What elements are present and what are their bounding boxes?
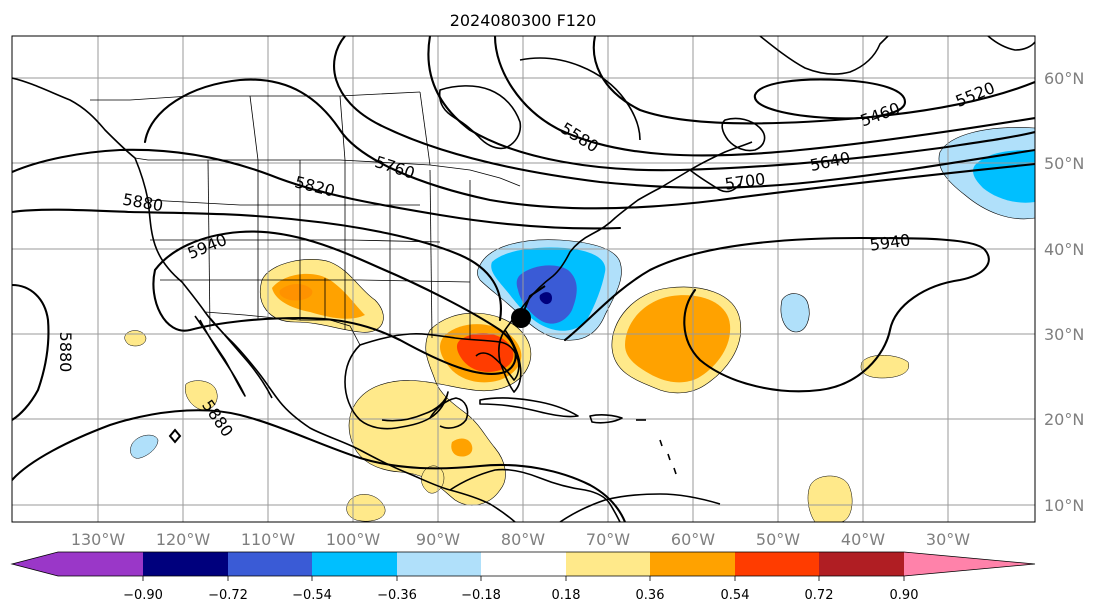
colorbar-over-arrow (904, 552, 1035, 576)
storm-marker (511, 285, 546, 328)
contour-5940-atlantic (563, 236, 990, 393)
map-title: 2024080300 F120 (450, 11, 597, 30)
lon-label: 40°W (841, 530, 885, 549)
lon-label: 110°W (241, 530, 296, 549)
colorbar-tick-label: −0.54 (292, 588, 332, 603)
colorbar-segment (819, 552, 904, 576)
lat-label: 60°N (1044, 69, 1084, 88)
lat-label: 50°N (1044, 154, 1084, 173)
contour-5940 (152, 230, 517, 375)
contour-5760 (143, 78, 1035, 210)
lon-label: 90°W (416, 530, 460, 549)
map-frame (11, 35, 1036, 523)
lat-label: 40°N (1044, 240, 1084, 259)
lon-label: 120°W (156, 530, 211, 549)
contour-5880-south (12, 409, 627, 522)
island-marker (168, 428, 182, 444)
colorbar-tick-label: 0.90 (890, 588, 919, 603)
colorbar-segment (58, 552, 143, 576)
colorbar: −0.90 −0.72 −0.54 −0.36 −0.18 0.18 0.36 … (10, 551, 1036, 603)
colorbar-segment (481, 552, 566, 576)
lon-label: 100°W (326, 530, 381, 549)
lon-label: 80°W (501, 530, 545, 549)
map-panel: 5460 5520 5580 5640 5700 5760 5820 5880 … (11, 35, 1036, 523)
colorbar-under-arrow (12, 552, 58, 576)
latitude-labels: 60°N 50°N 40°N 30°N 20°N 10°N (1044, 69, 1084, 515)
contour-5880-north (12, 208, 502, 322)
colorbar-tick-label: −0.36 (377, 588, 417, 603)
colorbar-segment (650, 552, 735, 576)
lat-label: 10°N (1044, 496, 1084, 515)
colorbar-segment (143, 552, 228, 576)
colorbar-tick-label: 0.18 (552, 588, 581, 603)
lon-label: 130°W (71, 530, 126, 549)
colorbar-segment (312, 552, 397, 576)
contour-5700 (333, 36, 1035, 189)
contour-5820 (12, 148, 622, 230)
colorbar-segment (228, 552, 312, 576)
lat-label: 30°N (1044, 325, 1084, 344)
political-borders (90, 91, 521, 346)
colorbar-segment (735, 552, 819, 576)
contour-label: 5880 (56, 332, 75, 373)
colorbar-tick-label: 0.72 (805, 588, 834, 603)
colorbar-tick-label: 0.54 (721, 588, 750, 603)
colorbar-tick-label: −0.90 (123, 588, 163, 603)
lon-label: 50°W (756, 530, 800, 549)
colorbar-tick-label: 0.36 (636, 588, 665, 603)
colorbar-tick-label: −0.18 (461, 588, 501, 603)
lon-label: 70°W (586, 530, 630, 549)
colorbar-tick-label: −0.72 (208, 588, 248, 603)
contour-5640 (427, 36, 1035, 172)
contour-5520 (592, 36, 1035, 125)
lon-label: 30°W (926, 530, 970, 549)
longitude-labels: 130°W 120°W 110°W 100°W 90°W 80°W 70°W 6… (71, 530, 970, 549)
height-contours (12, 36, 1035, 522)
contour-5580 (493, 36, 1035, 157)
lon-label: 60°W (671, 530, 715, 549)
colorbar-segment (397, 552, 481, 576)
contour-5880 (12, 283, 50, 422)
lat-label: 20°N (1044, 410, 1084, 429)
colorbar-segment (566, 552, 650, 576)
contour-5460 (753, 78, 907, 120)
